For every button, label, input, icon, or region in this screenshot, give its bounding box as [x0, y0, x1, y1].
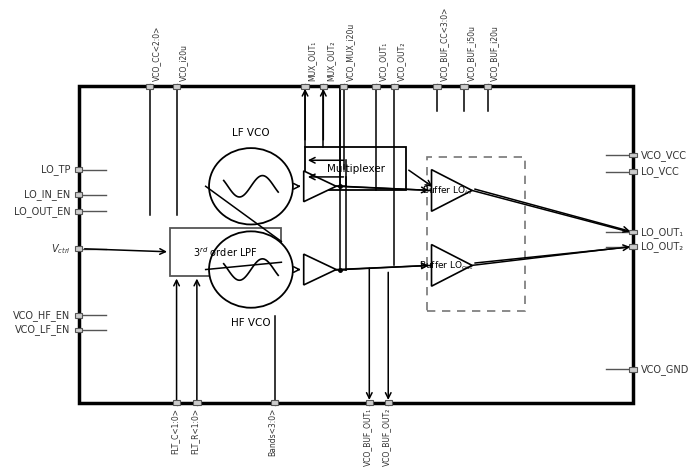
Text: LO_TP: LO_TP [41, 164, 71, 175]
Bar [78, 87, 633, 403]
Bar [461, 84, 468, 88]
Text: Multiplexer: Multiplexer [327, 164, 385, 174]
Bar [629, 245, 637, 249]
Text: $V_{ctrl}$: $V_{ctrl}$ [50, 242, 71, 255]
Bar [75, 193, 82, 197]
Text: HF VCO: HF VCO [231, 318, 271, 328]
Text: LO_OUT₂: LO_OUT₂ [641, 241, 683, 252]
Bar [75, 328, 82, 332]
Bar [484, 84, 491, 88]
Text: 3$^{rd}$ order LPF: 3$^{rd}$ order LPF [193, 245, 258, 259]
Ellipse shape [209, 231, 293, 308]
Bar [305, 147, 407, 191]
Bar [629, 367, 637, 372]
Text: VCO_BUF_OUT₂: VCO_BUF_OUT₂ [382, 408, 391, 466]
Bar [372, 84, 380, 88]
Bar [173, 84, 181, 88]
Bar [75, 313, 82, 317]
Bar [146, 84, 153, 88]
Bar [271, 401, 279, 405]
Text: VCO_CC<2:0>: VCO_CC<2:0> [152, 26, 161, 81]
Bar [75, 209, 82, 213]
Bar [629, 230, 637, 234]
Text: FLT_C<1:0>: FLT_C<1:0> [170, 408, 179, 454]
Polygon shape [304, 254, 336, 285]
Text: Buffer LO$_{in}$: Buffer LO$_{in}$ [422, 184, 472, 197]
Ellipse shape [209, 148, 293, 225]
Text: VCO_OUT₁: VCO_OUT₁ [379, 42, 388, 81]
Bar [384, 401, 392, 405]
Bar [433, 84, 440, 88]
Text: VCO_GND: VCO_GND [641, 364, 690, 375]
Bar [170, 228, 281, 276]
Text: VCO_BUF_CC<3:0>: VCO_BUF_CC<3:0> [440, 7, 449, 81]
Text: LO_OUT₁: LO_OUT₁ [641, 227, 683, 237]
Bar [427, 157, 525, 311]
Bar [193, 401, 201, 405]
Text: VCO_BUF_i20u: VCO_BUF_i20u [490, 26, 499, 81]
Text: MUX_OUT₂: MUX_OUT₂ [326, 41, 335, 81]
Bar [629, 169, 637, 174]
Bar [391, 84, 398, 88]
Text: VCO_VCC: VCO_VCC [641, 149, 687, 160]
Bar [340, 84, 347, 88]
Text: VCO_MUX_i20u: VCO_MUX_i20u [346, 23, 356, 81]
Text: MUX_OUT₁: MUX_OUT₁ [308, 41, 317, 81]
Bar [75, 167, 82, 172]
Text: VCO_i20u: VCO_i20u [179, 44, 188, 81]
Text: Buffer LO$_{out}$: Buffer LO$_{out}$ [419, 259, 475, 272]
Text: FLT_R<1:0>: FLT_R<1:0> [190, 408, 199, 454]
Text: Bands<3:0>: Bands<3:0> [268, 408, 277, 456]
Bar [320, 84, 327, 88]
Text: LO_OUT_EN: LO_OUT_EN [14, 206, 71, 217]
Bar [301, 84, 309, 88]
Bar [173, 401, 181, 405]
Text: LO_VCC: LO_VCC [641, 166, 679, 177]
Polygon shape [431, 170, 472, 211]
Text: VCO_OUT₂: VCO_OUT₂ [397, 42, 406, 81]
Text: LF VCO: LF VCO [232, 128, 270, 138]
Bar [75, 246, 82, 251]
Text: VCO_BUF_OUT₁: VCO_BUF_OUT₁ [363, 408, 372, 466]
Text: VCO_BUF_i50u: VCO_BUF_i50u [467, 26, 476, 81]
Polygon shape [304, 171, 336, 201]
Bar [365, 401, 373, 405]
Polygon shape [431, 245, 472, 286]
Bar [629, 153, 637, 158]
Text: LO_IN_EN: LO_IN_EN [25, 189, 71, 200]
Text: VCO_LF_EN: VCO_LF_EN [15, 324, 71, 335]
Text: VCO_HF_EN: VCO_HF_EN [13, 310, 71, 321]
